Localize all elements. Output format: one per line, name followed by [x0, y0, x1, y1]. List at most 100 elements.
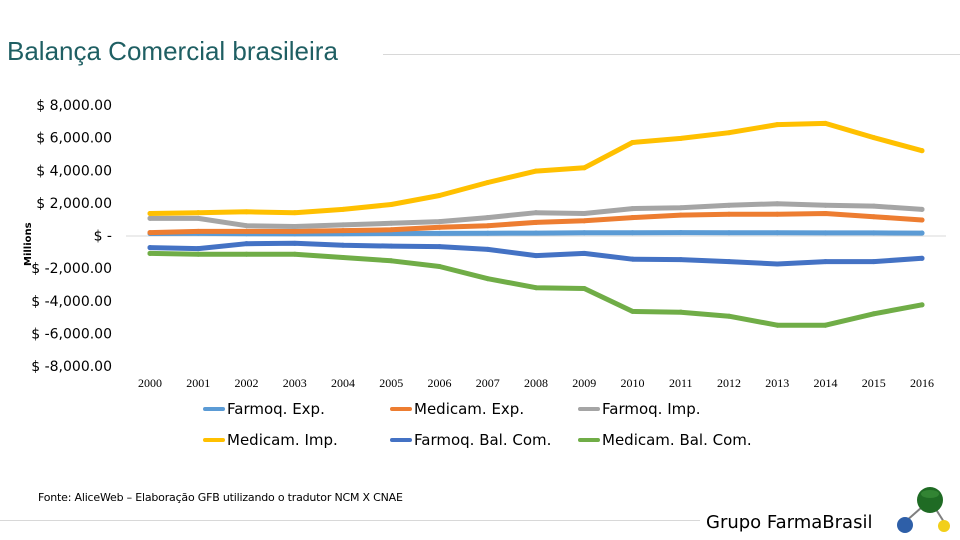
data-point — [774, 201, 780, 207]
data-point — [823, 210, 828, 216]
source-note: Fonte: AliceWeb – Elaboração GFB utiliza… — [38, 491, 403, 504]
data-point — [195, 228, 201, 234]
data-point — [630, 206, 635, 212]
data-point — [147, 245, 153, 251]
x-axis-ticks: 2000 2001 2002 2003 2004 2005 2006 2007 2008 2009… — [138, 376, 934, 390]
data-point — [871, 135, 877, 141]
data-point — [533, 253, 539, 259]
data-point — [485, 276, 491, 282]
data-point — [630, 215, 635, 221]
data-point — [678, 212, 684, 218]
data-point — [581, 250, 587, 256]
data-point — [774, 322, 780, 328]
legend-swatch — [203, 407, 225, 411]
page-title: Balança Comercial brasileira — [7, 36, 338, 66]
data-point — [437, 219, 442, 225]
data-point — [726, 211, 732, 217]
data-point — [871, 259, 877, 265]
title-divider — [383, 54, 960, 55]
y-tick-label: $ 2,000.00 — [36, 196, 112, 212]
x-tick-label: 2016 — [910, 376, 934, 390]
legend-item: Farmoq. Exp. — [203, 400, 325, 418]
y-tick-label: $ -2,000.00 — [31, 261, 112, 277]
y-tick-label: $ -4,000.00 — [31, 294, 112, 310]
legend-swatch — [578, 438, 600, 442]
series-lines — [147, 120, 925, 328]
data-point — [437, 244, 442, 250]
data-point — [726, 202, 732, 208]
data-point — [147, 210, 153, 216]
y-tick-label: $ -6,000.00 — [31, 326, 112, 342]
data-point — [437, 193, 442, 199]
data-point — [195, 210, 201, 216]
data-point — [485, 223, 491, 229]
data-point — [244, 209, 249, 215]
legend-label: Medicam. Imp. — [227, 431, 338, 449]
data-point — [292, 251, 298, 257]
data-point — [823, 322, 828, 328]
line-chart: $ 8,000.00 $ 6,000.00 $ 4,000.00 $ 2,000.00… — [23, 98, 946, 390]
data-point — [292, 224, 298, 230]
legend-item: Farmoq. Bal. Com. — [390, 431, 551, 449]
data-point — [340, 206, 346, 212]
data-point — [823, 202, 828, 208]
legend-label: Farmoq. Bal. Com. — [414, 431, 552, 449]
y-tick-label: $ -8,000.00 — [31, 359, 112, 375]
data-point — [919, 230, 925, 236]
legend-swatch — [390, 407, 412, 411]
legend-swatch — [390, 438, 412, 442]
data-point — [485, 230, 491, 236]
data-point — [533, 285, 539, 291]
legend-item: Medicam. Imp. — [203, 431, 338, 449]
series-line-medicam-imp — [147, 120, 925, 216]
molecule-logo-icon — [897, 487, 950, 533]
legend-item: Medicam. Exp. — [390, 400, 524, 418]
data-point — [726, 130, 732, 136]
y-tick-label: $ 6,000.00 — [36, 131, 112, 147]
data-point — [871, 214, 877, 220]
data-point — [340, 242, 346, 248]
data-point — [195, 246, 201, 252]
data-point — [388, 202, 394, 208]
data-point — [147, 230, 153, 236]
y-axis-ticks: $ 8,000.00 $ 6,000.00 $ 4,000.00 $ 2,000.00… — [31, 98, 112, 375]
data-point — [678, 135, 684, 141]
brand-name: Grupo FarmaBrasil — [706, 512, 873, 533]
data-point — [871, 203, 877, 209]
data-point — [533, 219, 539, 225]
data-point — [292, 240, 298, 246]
x-tick-label: 2010 — [621, 376, 645, 390]
legend-label: Medicam. Exp. — [414, 400, 525, 418]
data-point — [388, 243, 394, 249]
data-point — [774, 122, 780, 128]
data-point — [340, 255, 346, 261]
data-point — [871, 230, 877, 236]
data-point — [340, 228, 346, 234]
data-point — [678, 309, 684, 315]
data-point — [774, 261, 780, 267]
data-point — [919, 148, 925, 154]
data-point — [581, 286, 587, 292]
y-axis-label: Millions — [23, 222, 34, 266]
data-point — [678, 205, 684, 211]
x-tick-label: 2007 — [476, 376, 500, 390]
x-tick-label: 2000 — [138, 376, 162, 390]
data-point — [244, 251, 249, 257]
data-point — [823, 120, 828, 126]
legend-label: Farmoq. Exp. — [227, 400, 325, 418]
data-point — [678, 257, 684, 263]
data-point — [292, 210, 298, 216]
data-point — [581, 210, 587, 216]
x-tick-label: 2011 — [669, 376, 693, 390]
data-point — [919, 302, 925, 308]
legend-item: Medicam. Bal. Com. — [578, 431, 752, 449]
x-tick-label: 2001 — [186, 376, 210, 390]
data-point — [485, 179, 491, 185]
x-tick-label: 2004 — [331, 376, 355, 390]
data-point — [437, 263, 442, 269]
data-point — [823, 230, 828, 236]
x-tick-label: 2006 — [428, 376, 452, 390]
y-tick-label: $ - — [94, 229, 112, 245]
legend-label: Medicam. Bal. Com. — [602, 431, 752, 449]
data-point — [581, 230, 587, 236]
